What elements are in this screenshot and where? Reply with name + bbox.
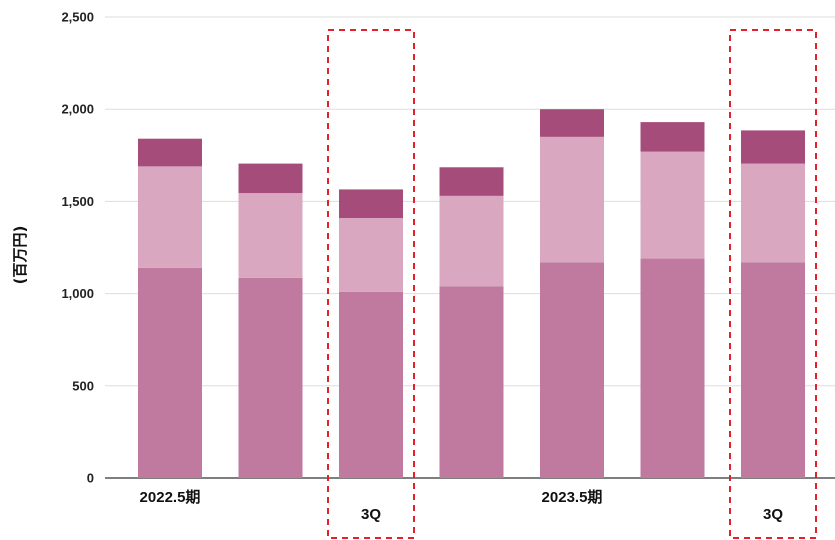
y-axis-ticks: 0 500 1,000 1,500 2,000 2,500 — [61, 10, 94, 486]
bar-segment — [439, 286, 504, 478]
bar-segment — [640, 151, 705, 259]
y-axis-label: (百万円) — [11, 226, 29, 285]
bar-segment — [741, 262, 805, 478]
y-tick-label: 2,000 — [61, 102, 94, 117]
category-label: 2022.5期 — [140, 488, 201, 506]
bar-segment — [238, 277, 303, 478]
bar-segment — [540, 136, 604, 263]
bar-segment — [339, 189, 403, 218]
category-label: 3Q — [763, 506, 783, 523]
bar-segment — [640, 122, 705, 152]
y-tick-label: 2,500 — [61, 10, 94, 25]
category-label: 3Q — [361, 506, 381, 523]
bar-segment — [540, 262, 604, 478]
bar-segment — [339, 217, 403, 292]
bar-segment — [238, 163, 303, 194]
category-label: 2023.5期 — [542, 488, 603, 506]
bar-segment — [741, 163, 805, 263]
bar-segment — [439, 195, 504, 287]
bar-segment — [238, 193, 303, 278]
bar-segment — [741, 130, 805, 164]
bar-segment — [138, 267, 202, 478]
y-tick-label: 500 — [72, 378, 94, 393]
bar-segment — [138, 166, 202, 268]
category-labels: 2022.5期 3Q 2023.5期 3Q — [140, 488, 784, 523]
bar-segment — [439, 167, 504, 196]
y-tick-label: 0 — [87, 471, 94, 486]
y-tick-label: 1,000 — [61, 286, 94, 301]
bar-segment — [540, 109, 604, 137]
bar-segment — [339, 291, 403, 478]
bar-segment — [640, 258, 705, 478]
bars — [138, 109, 805, 478]
y-tick-label: 1,500 — [61, 194, 94, 209]
bar-segment — [138, 138, 202, 167]
